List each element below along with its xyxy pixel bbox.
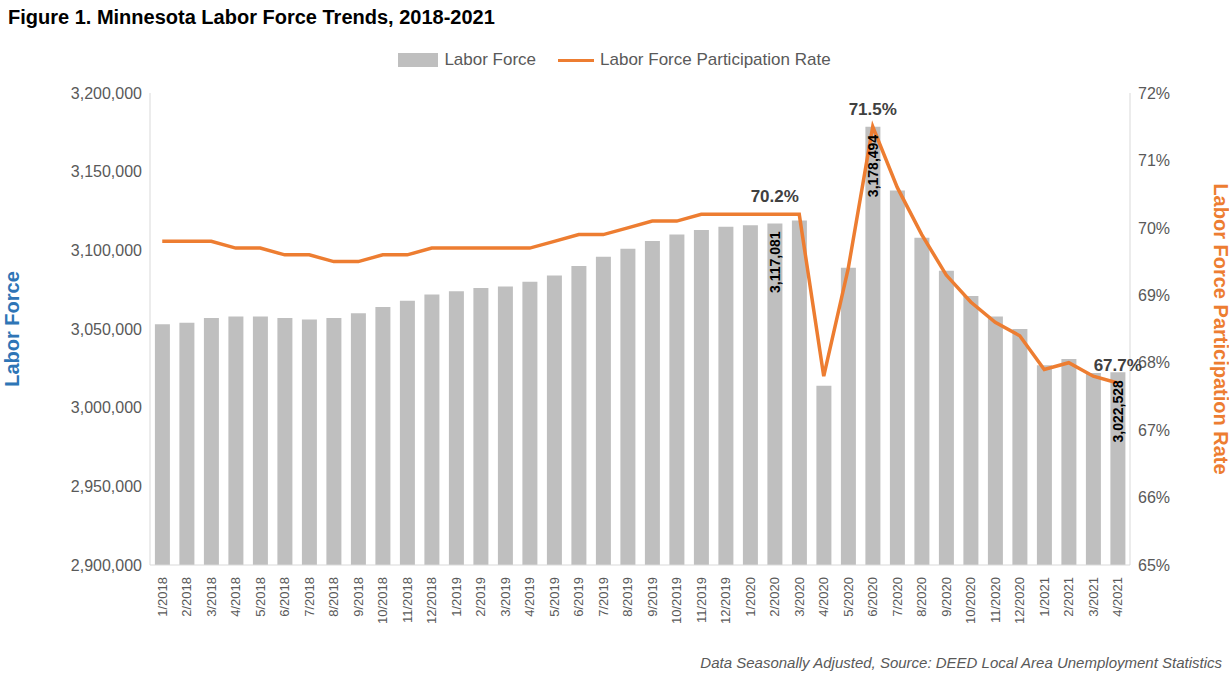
svg-text:1/2019: 1/2019	[449, 577, 464, 617]
svg-text:2/2021: 2/2021	[1061, 577, 1076, 617]
svg-text:2,950,000: 2,950,000	[71, 478, 142, 495]
svg-text:71.5%: 71.5%	[849, 100, 897, 119]
svg-text:12/2018: 12/2018	[424, 577, 439, 624]
svg-text:71%: 71%	[1138, 152, 1170, 169]
svg-text:7/2019: 7/2019	[596, 577, 611, 617]
svg-text:3/2020: 3/2020	[792, 577, 807, 617]
svg-text:10/2018: 10/2018	[375, 577, 390, 624]
svg-text:7/2018: 7/2018	[302, 577, 317, 617]
svg-text:10/2020: 10/2020	[963, 577, 978, 624]
svg-text:9/2019: 9/2019	[645, 577, 660, 617]
svg-text:1/2018: 1/2018	[155, 577, 170, 617]
svg-text:3,050,000: 3,050,000	[71, 321, 142, 338]
svg-text:6/2020: 6/2020	[865, 577, 880, 617]
svg-text:Labor Force: Labor Force	[8, 271, 23, 387]
svg-text:66%: 66%	[1138, 489, 1170, 506]
svg-text:67%: 67%	[1138, 422, 1170, 439]
svg-text:2/2018: 2/2018	[179, 577, 194, 617]
svg-text:70.2%: 70.2%	[751, 187, 799, 206]
svg-text:9/2018: 9/2018	[351, 577, 366, 617]
svg-text:12/2019: 12/2019	[718, 577, 733, 624]
svg-text:4/2021: 4/2021	[1110, 577, 1125, 617]
html-text:Figure 1. Minnesota Labor Forc: Figure 1. Minnesota Labor Force Trends, …	[8, 6, 495, 28]
svg-text:11/2019: 11/2019	[694, 577, 709, 623]
svg-text:67.7%: 67.7%	[1094, 356, 1142, 375]
svg-text:4/2020: 4/2020	[816, 577, 831, 617]
svg-text:70%: 70%	[1138, 220, 1170, 237]
svg-text:3,000,000: 3,000,000	[71, 399, 142, 416]
svg-text:5/2018: 5/2018	[253, 577, 268, 617]
svg-text:2/2019: 2/2019	[473, 577, 488, 617]
html-text:Labor Force: Labor Force	[444, 50, 536, 69]
svg-text:12/2020: 12/2020	[1012, 577, 1027, 624]
svg-text:3,022,528: 3,022,528	[1110, 380, 1126, 442]
svg-text:2/2020: 2/2020	[767, 577, 782, 617]
html-text:Data Seasonally Adjusted, Sour: Data Seasonally Adjusted, Source: DEED L…	[700, 654, 1222, 671]
svg-text:3/2021: 3/2021	[1086, 577, 1101, 617]
svg-text:11/2018: 11/2018	[400, 577, 415, 623]
svg-text:11/2020: 11/2020	[988, 577, 1003, 623]
svg-text:5/2019: 5/2019	[547, 577, 562, 617]
svg-text:3,178,494: 3,178,494	[865, 135, 881, 197]
svg-text:3,150,000: 3,150,000	[71, 163, 142, 180]
svg-text:69%: 69%	[1138, 287, 1170, 304]
svg-text:3/2019: 3/2019	[498, 577, 513, 617]
svg-text:9/2020: 9/2020	[939, 577, 954, 617]
svg-text:5/2020: 5/2020	[841, 577, 856, 617]
svg-text:3,200,000: 3,200,000	[71, 85, 142, 102]
svg-text:4/2018: 4/2018	[228, 577, 243, 617]
svg-text:3,100,000: 3,100,000	[71, 242, 142, 259]
svg-text:10/2019: 10/2019	[669, 577, 684, 624]
svg-text:8/2018: 8/2018	[326, 577, 341, 617]
html-text:Labor Force Participation Rate: Labor Force Participation Rate	[600, 50, 831, 69]
svg-text:8/2019: 8/2019	[620, 577, 635, 617]
svg-text:7/2020: 7/2020	[890, 577, 905, 617]
svg-text:68%: 68%	[1138, 354, 1170, 371]
svg-text:1/2021: 1/2021	[1037, 577, 1052, 617]
svg-text:1/2020: 1/2020	[743, 577, 758, 617]
svg-text:72%: 72%	[1138, 85, 1170, 102]
svg-text:3,117,081: 3,117,081	[767, 231, 783, 293]
svg-text:3/2018: 3/2018	[204, 577, 219, 617]
svg-text:2,900,000: 2,900,000	[71, 557, 142, 574]
svg-text:65%: 65%	[1138, 557, 1170, 574]
svg-text:6/2019: 6/2019	[571, 577, 586, 617]
svg-text:8/2020: 8/2020	[914, 577, 929, 617]
svg-text:6/2018: 6/2018	[277, 577, 292, 617]
svg-text:4/2019: 4/2019	[522, 577, 537, 617]
svg-text:Labor Force Participation Rate: Labor Force Participation Rate	[1210, 183, 1221, 474]
